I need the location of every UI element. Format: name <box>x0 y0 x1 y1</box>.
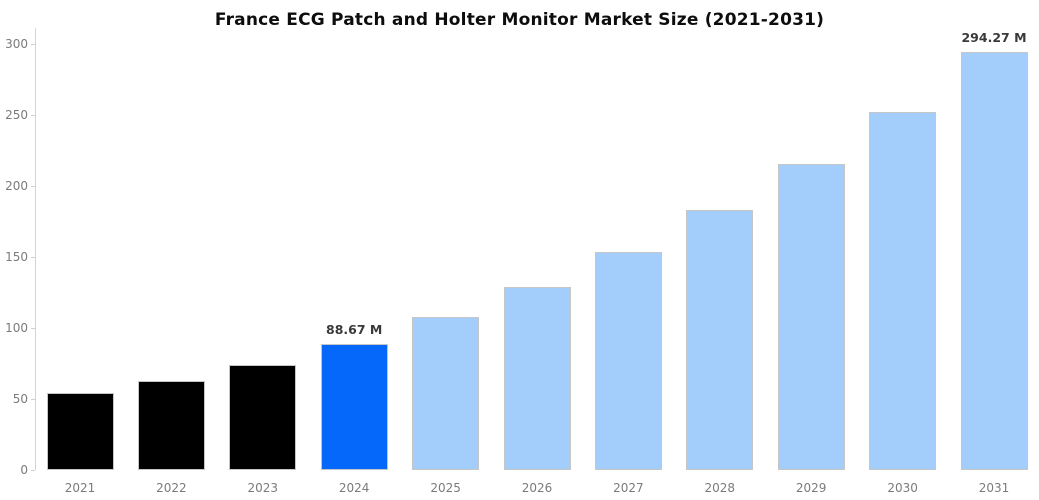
bar-2027 <box>594 251 662 470</box>
bar-2031 <box>960 52 1028 470</box>
value-label-2024: 88.67 M <box>326 322 383 338</box>
y-tick-mark <box>31 470 35 471</box>
x-axis-label-2030: 2030 <box>887 481 918 495</box>
bar-2024 <box>320 344 388 470</box>
bar-2022 <box>137 381 205 470</box>
bar-2026 <box>503 286 571 470</box>
y-axis-line <box>35 28 36 470</box>
x-axis-label-2024: 2024 <box>338 481 370 495</box>
y-axis-label-250: 250 <box>5 108 28 122</box>
chart-title: France ECG Patch and Holter Monitor Mark… <box>214 10 825 30</box>
y-tick-mark <box>31 44 35 45</box>
bar-2028 <box>686 210 754 470</box>
y-axis-label-100: 100 <box>5 321 28 335</box>
x-axis-label-2026: 2026 <box>521 481 553 495</box>
x-axis-label-2022: 2022 <box>156 481 187 495</box>
bar-2023 <box>229 364 297 470</box>
y-axis-label-150: 150 <box>5 250 28 264</box>
y-tick-mark <box>31 186 35 187</box>
x-axis-label-2028: 2028 <box>704 481 736 495</box>
x-axis-label-2027: 2027 <box>613 481 644 495</box>
y-axis-label-0: 0 <box>20 463 28 477</box>
bar-2029 <box>777 164 845 470</box>
x-axis-label-2031: 2031 <box>978 481 1010 495</box>
bar-2030 <box>869 112 937 470</box>
x-axis-label-2025: 2025 <box>430 481 461 495</box>
x-axis-label-2029: 2029 <box>795 481 827 495</box>
x-axis-label-2021: 2021 <box>64 481 96 495</box>
y-axis-label-50: 50 <box>12 392 28 406</box>
y-tick-mark <box>31 115 35 116</box>
y-axis-label-300: 300 <box>5 37 28 51</box>
y-tick-mark <box>31 257 35 258</box>
y-axis-label-200: 200 <box>5 179 28 193</box>
y-tick-mark <box>31 399 35 400</box>
value-label-2031: 294.27 M <box>961 30 1027 46</box>
bar-2025 <box>412 317 480 470</box>
x-axis-label-2023: 2023 <box>247 481 279 495</box>
bar-2021 <box>46 393 114 470</box>
y-tick-mark <box>31 328 35 329</box>
